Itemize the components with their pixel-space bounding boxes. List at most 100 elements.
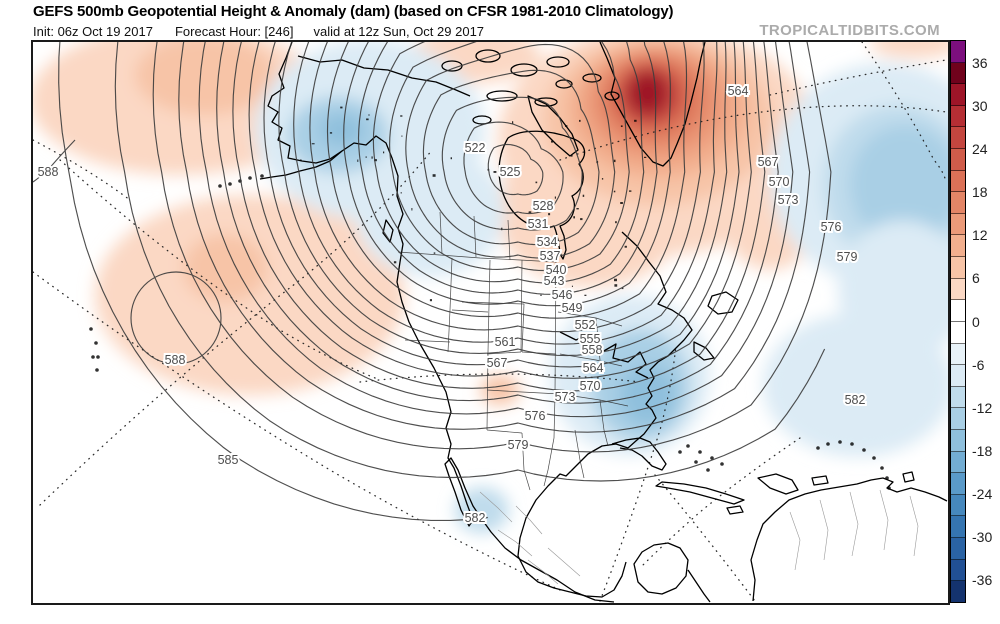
colorbar-tick-label: -18 [972,442,993,459]
colorbar-segment [951,105,965,128]
contour-line-558 [278,42,728,357]
contour-label: 561 [495,335,516,349]
chart-subtitle: Init: 06z Oct 19 2017 Forecast Hour: [246… [33,24,484,39]
contour-line-582 [114,42,826,482]
contour-label: 531 [528,217,549,231]
height-contours [33,42,832,521]
contour-line-543 [357,42,658,295]
colorbar-segment [951,213,965,236]
colorbar-tick-label: 24 [972,140,988,157]
contour-label: 582 [845,393,866,407]
colorbar-segment [951,278,965,301]
contour-label: 567 [758,155,779,169]
colorbar-segment [951,62,965,85]
colorbar-tick-label: 36 [972,54,988,71]
contour-line-576 [178,42,811,433]
colorbar-tick-label: 6 [972,270,980,287]
colorbar-tick-label: 30 [972,97,988,114]
colorbar-segment [951,149,965,171]
contour-label: 576 [525,409,546,423]
contour-label: 576 [821,220,842,234]
colorbar-segment [951,429,965,452]
colorbar-segment [951,516,965,539]
colorbar-segment [951,473,965,495]
map-frame: 522 525 528 531 534 537 540 543 546 549 552 555 558 5… [31,40,950,605]
mexico-state-borders [479,489,919,585]
contour-line-588-closed [130,271,222,365]
chart-title: GEFS 500mb Geopotential Height & Anomaly… [33,3,674,20]
contour-line-552 [309,42,705,333]
contour-label: 546 [552,288,573,302]
contour-line-546 [343,42,671,307]
contour-label: 570 [769,175,790,189]
colorbar-segment [951,538,965,560]
colorbar-tick-label: 12 [972,227,988,244]
contour-line-570 [216,42,779,404]
colorbar [950,40,966,603]
contour-line-561 [263,42,740,368]
valid-time-label: valid at 12z Sun, Oct 29 2017 [313,24,485,39]
colorbar-segment [951,41,965,63]
colorbar-tick-label: -6 [972,356,985,373]
contour-label: 573 [555,390,576,404]
colorbar-tick-label: -12 [972,399,993,416]
contour-line-537 [389,42,630,272]
contour-label: 570 [580,379,601,393]
contour-label: 564 [728,84,749,98]
colorbar-segment [951,321,965,344]
contour-label: 543 [544,274,565,288]
watermark: TROPICALTIDBITS.COM [759,22,940,39]
contour-line-540 [372,42,645,284]
colorbar-segment [951,365,965,387]
colorbar-segment [951,451,965,474]
contour-label: 549 [562,301,583,315]
init-time-label: Init: 06z Oct 19 2017 [33,24,153,39]
contour-line-564 [248,42,752,379]
contour-line-573 [198,42,794,418]
colorbar-segment [951,581,965,602]
contour-label: 573 [778,193,799,207]
contour-label: 567 [487,356,508,370]
contour-label: 585 [218,453,239,467]
contour-label: 564 [583,361,604,375]
colorbar-segment [951,170,965,193]
colorbar-segment [951,408,965,430]
contour-label: 528 [533,199,554,213]
contour-line-534 [405,43,616,259]
colorbar-tick-label: 0 [972,313,980,330]
contour-label: 558 [582,343,603,357]
colorbar-segment [951,300,965,322]
contour-label: 579 [508,438,529,452]
contour-line-579 [152,42,832,453]
contour-label: 534 [537,235,558,249]
colorbar-segment [951,127,965,150]
contour-label: 555 [580,332,601,346]
contour-line-585 [58,42,488,521]
contour-line-549 [326,42,688,319]
coastlines [259,42,948,603]
colorbar-segment [951,257,965,279]
colorbar-segment [951,386,965,409]
colorbar-tick-label: 18 [972,184,988,201]
forecast-hour-label: Forecast Hour: [246] [174,24,294,39]
contour-label: 582 [465,511,486,525]
contour-label: 537 [540,249,561,263]
contour-label: 588 [38,165,59,179]
contour-line-531 [422,69,600,246]
colorbar-segment [951,192,965,214]
contour-label: 525 [500,165,521,179]
contour-label: 579 [837,250,858,264]
contour-line-555 [293,42,718,345]
colorbar-segment [951,235,965,258]
colorbar-tick-label: -30 [972,529,993,546]
contour-line-522 [487,143,544,196]
contour-line-525 [463,121,564,215]
colorbar-tick-label: -36 [972,572,993,589]
colorbar-segment [951,559,965,582]
contour-label: 522 [465,141,486,155]
contour-label: 540 [546,263,567,277]
colorbar-segment [951,343,965,366]
